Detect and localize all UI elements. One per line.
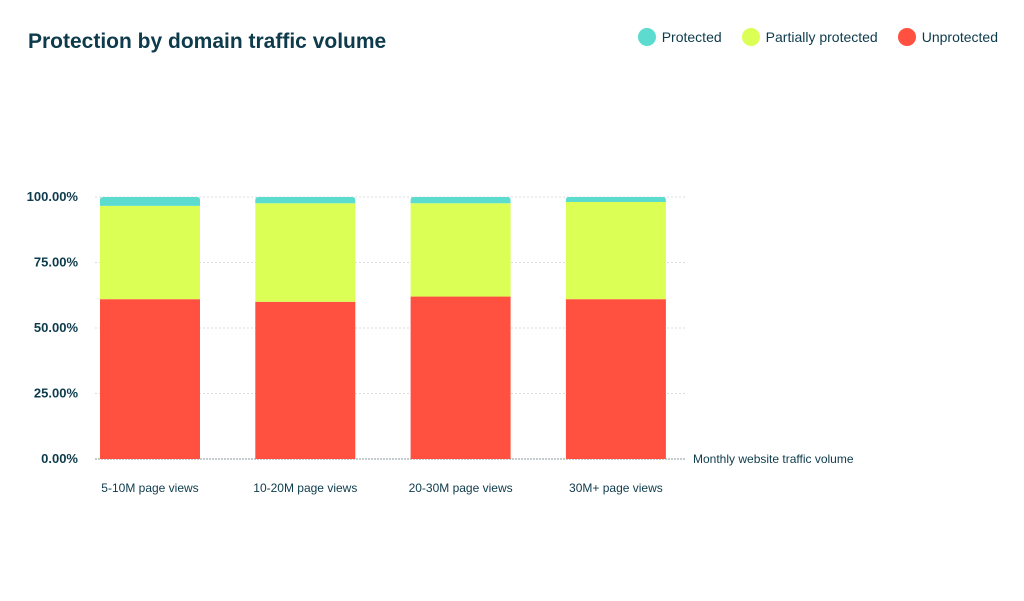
legend-label: Partially protected	[765, 29, 878, 45]
y-tick-label: 50.00%	[34, 320, 79, 335]
chart-title: Protection by domain traffic volume	[28, 30, 387, 53]
y-tick-label: 100.00%	[27, 189, 79, 204]
bar-segment-unprotected	[410, 296, 511, 459]
bar-segment-protected	[410, 197, 511, 204]
legend-item: Unprotected	[897, 28, 998, 46]
legend-label: Protected	[661, 29, 722, 45]
y-tick-label: 25.00%	[34, 386, 79, 401]
legend-swatch	[741, 28, 760, 46]
legend: Protected Partially protected Unprotected	[637, 28, 998, 46]
bar-segment-partially-protected	[255, 203, 356, 302]
y-tick-label: 0.00%	[41, 451, 78, 466]
y-tick-label: 75.00%	[34, 255, 79, 270]
legend-item: Partially protected	[741, 28, 878, 46]
x-axis-title: Monthly website traffic volume	[693, 452, 854, 466]
x-tick-label: 5-10M page views	[101, 481, 198, 495]
bar-segment-protected	[255, 197, 356, 204]
legend-swatch	[897, 28, 916, 46]
bar-segment-partially-protected	[410, 203, 511, 297]
x-tick-label: 30M+ page views	[569, 481, 663, 495]
bar-segment-unprotected	[100, 299, 200, 459]
bar-segment-protected	[565, 197, 666, 202]
x-tick-label: 20-30M page views	[409, 481, 513, 495]
bar-segment-partially-protected	[565, 201, 666, 300]
legend-swatch	[637, 28, 656, 46]
bar-segment-unprotected	[565, 299, 666, 459]
bar-segment-unprotected	[255, 301, 356, 459]
bar-segment-partially-protected	[100, 205, 200, 300]
legend-label: Unprotected	[921, 29, 998, 45]
bar-segment-protected	[100, 197, 200, 206]
x-tick-label: 10-20M page views	[253, 481, 357, 495]
legend-item: Protected	[637, 28, 722, 46]
